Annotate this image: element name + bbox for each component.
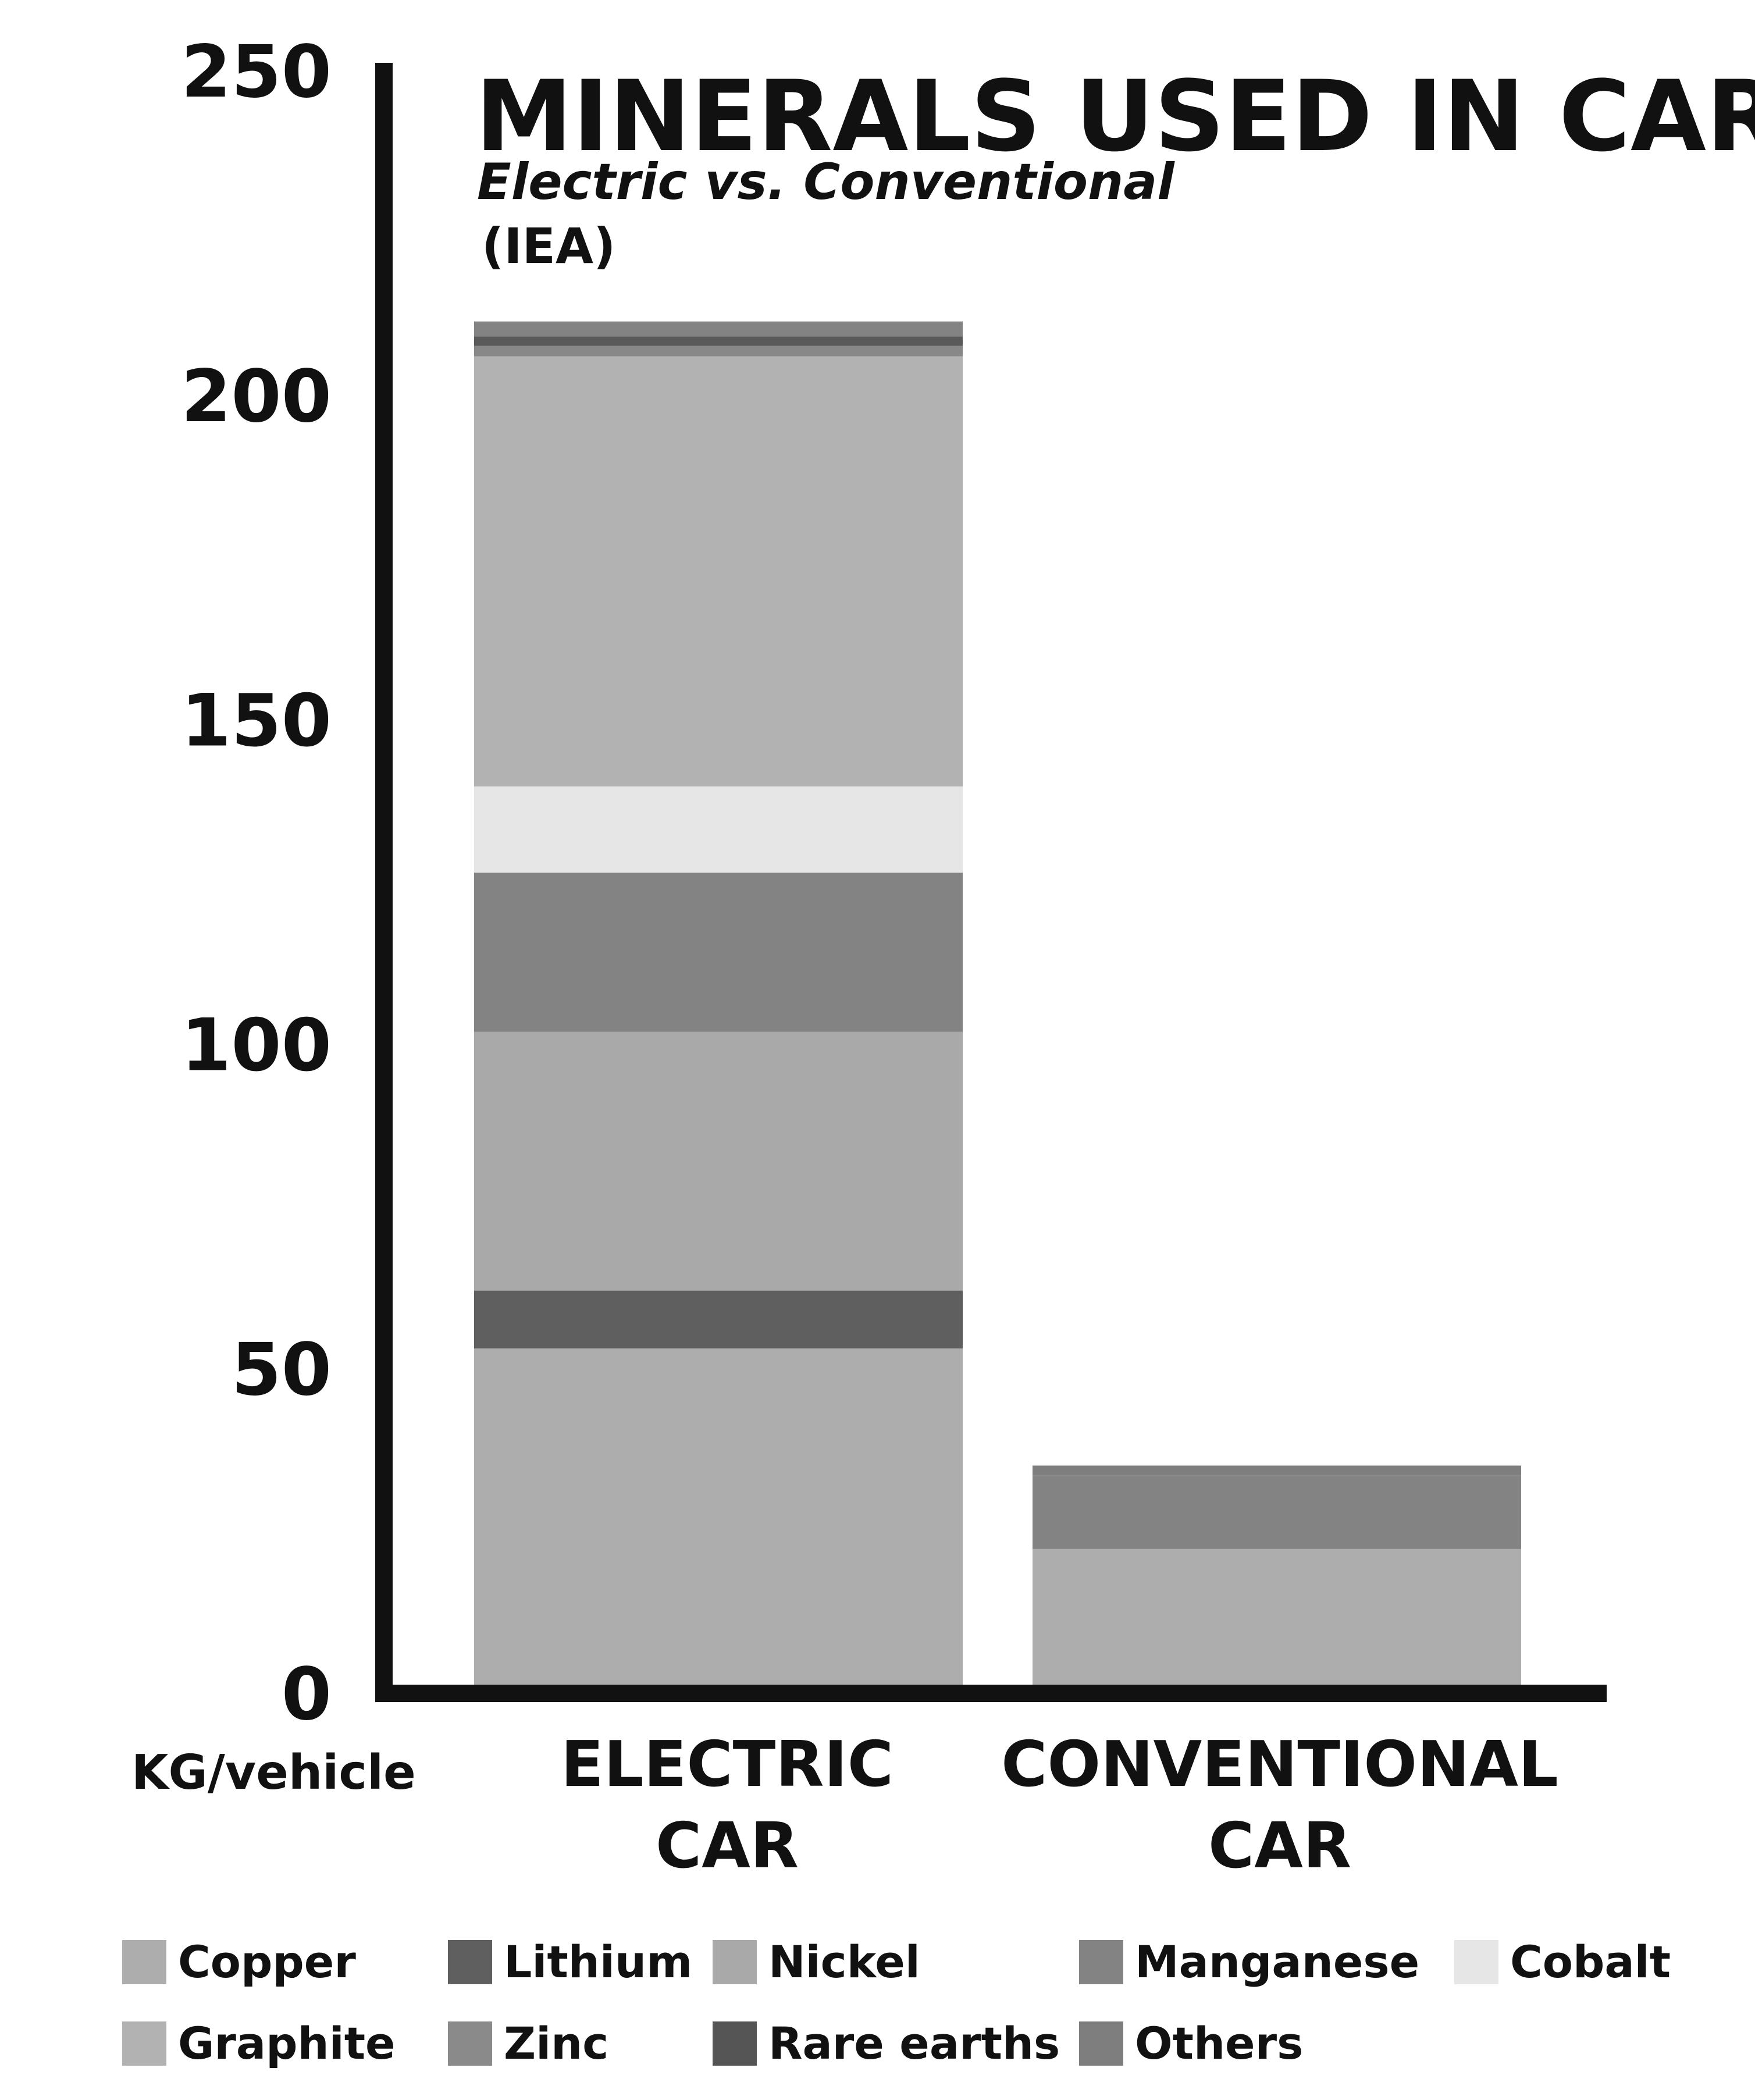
legend-item-rare-earths: Rare earths <box>713 2017 1060 2069</box>
y-tick-labels: 0 50 100 150 200 250 <box>181 30 332 1736</box>
bar-electric-car <box>474 321 963 1694</box>
segment-electric-car-graphite <box>474 355 963 786</box>
legend-swatch-manganese <box>1079 1940 1123 1984</box>
legend-item-others: Others <box>1079 2017 1303 2069</box>
segment-electric-car-top-band-2 <box>474 321 963 337</box>
y-tick-50: 50 <box>231 1328 332 1412</box>
legend-label-cobalt: Cobalt <box>1510 1936 1671 1988</box>
legend-label-zinc: Zinc <box>504 2017 608 2069</box>
legend: Copper Lithium Nickel Manganese Cobalt Graphi… <box>122 1936 1671 2069</box>
legend-item-manganese: Manganese <box>1079 1936 1419 1988</box>
category-label-conventional-car-line-1: CONVENTIONAL <box>1001 1728 1558 1801</box>
segment-electric-car-lithium <box>474 1290 963 1349</box>
y-tick-250: 250 <box>181 30 332 114</box>
legend-swatch-cobalt <box>1454 1940 1498 1984</box>
segment-conventional-car-top-band-0 <box>1033 1465 1521 1475</box>
legend-swatch-others <box>1079 2021 1123 2066</box>
legend-swatch-zinc <box>448 2021 492 2066</box>
chart-header: MINERALS USED IN CARS Electric vs. Conve… <box>475 59 1755 275</box>
segment-electric-car-top-band-0 <box>474 345 963 357</box>
axes <box>375 63 1607 1702</box>
category-label-electric-car-line-1: ELECTRIC <box>561 1728 893 1801</box>
legend-item-cobalt: Cobalt <box>1454 1936 1671 1988</box>
legend-label-rare-earths: Rare earths <box>768 2017 1060 2069</box>
legend-label-nickel: Nickel <box>768 1936 920 1988</box>
legend-item-graphite: Graphite <box>122 2017 396 2069</box>
segment-conventional-car-zinc <box>1033 1475 1521 1476</box>
y-tick-150: 150 <box>181 679 332 763</box>
segment-conventional-car-copper <box>1033 1549 1521 1694</box>
legend-swatch-copper <box>122 1940 166 1984</box>
chart-source: (IEA) <box>482 218 615 275</box>
segment-electric-car-nickel <box>474 1031 963 1291</box>
y-tick-200: 200 <box>181 355 332 439</box>
bar-conventional-car <box>1033 1465 1521 1694</box>
legend-label-lithium: Lithium <box>504 1936 692 1988</box>
legend-label-graphite: Graphite <box>178 2017 396 2069</box>
chart-title: MINERALS USED IN CARS <box>475 59 1755 173</box>
bars <box>474 321 1521 1694</box>
segment-electric-car-cobalt <box>474 786 963 873</box>
category-label-conventional-car-line-2: CAR <box>1208 1810 1351 1882</box>
legend-label-manganese: Manganese <box>1135 1936 1419 1988</box>
legend-item-lithium: Lithium <box>448 1936 692 1988</box>
chart-subtitle: Electric vs. Conventional <box>477 153 1175 211</box>
y-tick-100: 100 <box>181 1003 332 1087</box>
x-category-labels: ELECTRIC CAR CONVENTIONAL CAR <box>561 1728 1558 1882</box>
segment-electric-car-manganese <box>474 872 963 1032</box>
legend-swatch-nickel <box>713 1940 757 1984</box>
legend-item-nickel: Nickel <box>713 1936 920 1988</box>
segment-conventional-car-manganese <box>1033 1476 1521 1549</box>
legend-swatch-graphite <box>122 2021 166 2066</box>
y-axis-label: KG/vehicle <box>131 1745 416 1800</box>
segment-electric-car-copper <box>474 1348 963 1694</box>
legend-item-copper: Copper <box>122 1936 356 1988</box>
y-tick-0: 0 <box>282 1653 332 1736</box>
legend-swatch-rare-earths <box>713 2021 757 2066</box>
category-label-electric-car-line-2: CAR <box>656 1810 799 1882</box>
legend-swatch-lithium <box>448 1940 492 1984</box>
legend-label-copper: Copper <box>178 1936 356 1988</box>
legend-item-zinc: Zinc <box>448 2017 608 2069</box>
legend-label-others: Others <box>1135 2017 1303 2069</box>
segment-electric-car-top-band-1 <box>474 336 963 346</box>
